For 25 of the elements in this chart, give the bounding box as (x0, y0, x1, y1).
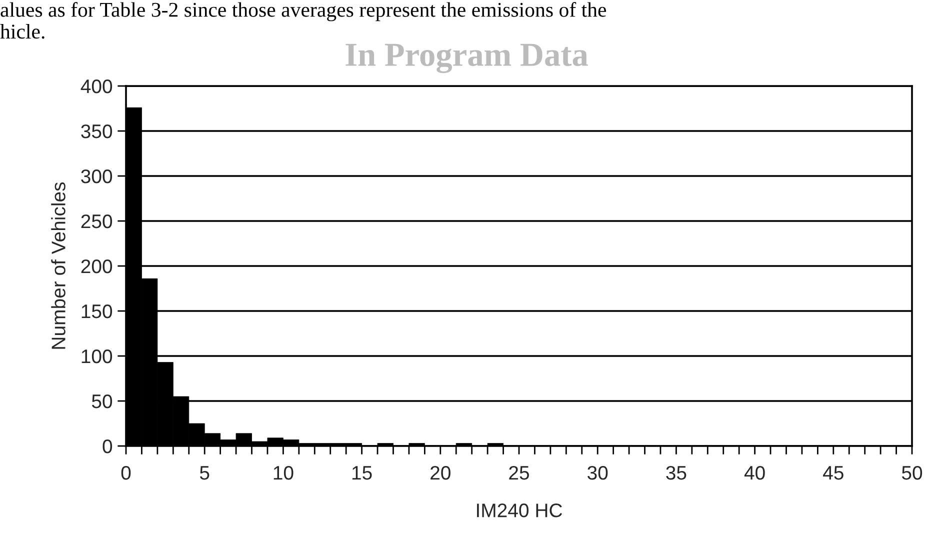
y-tick-label: 250 (81, 214, 112, 228)
y-tick-label: 400 (80, 79, 112, 94)
y-tick-label: 100 (82, 349, 112, 364)
x-tick-label: 20 (430, 466, 450, 480)
y-tick-label: 350 (81, 124, 112, 138)
y-tick-label: 200 (81, 259, 112, 274)
x-tick-label: 15 (352, 466, 372, 480)
y-tick-label: 50 (92, 394, 112, 408)
y-tick-label: 300 (81, 169, 112, 184)
x-tick-label: 35 (666, 466, 686, 480)
x-tick-label: 10 (274, 466, 294, 480)
x-tick-label: 25 (509, 466, 529, 480)
x-tick-label: 5 (200, 466, 210, 480)
y-axis-title: Number of Vehicles (51, 182, 66, 349)
chart-title: In Program Data (346, 44, 588, 74)
x-tick-label: 40 (744, 466, 765, 480)
x-axis-title: IM240 HC (477, 504, 562, 518)
y-tick-label: 0 (102, 439, 112, 454)
text: hicle. (0, 24, 44, 39)
x-tick-label: 0 (121, 466, 131, 480)
text: alues as for Table 3-2 since those averages represent the emissions of the (0, 2, 606, 22)
x-tick-label: 30 (588, 466, 608, 480)
x-tick-label: 50 (902, 466, 922, 480)
x-tick-label: 45 (823, 466, 844, 480)
y-tick-label: 150 (82, 304, 112, 318)
